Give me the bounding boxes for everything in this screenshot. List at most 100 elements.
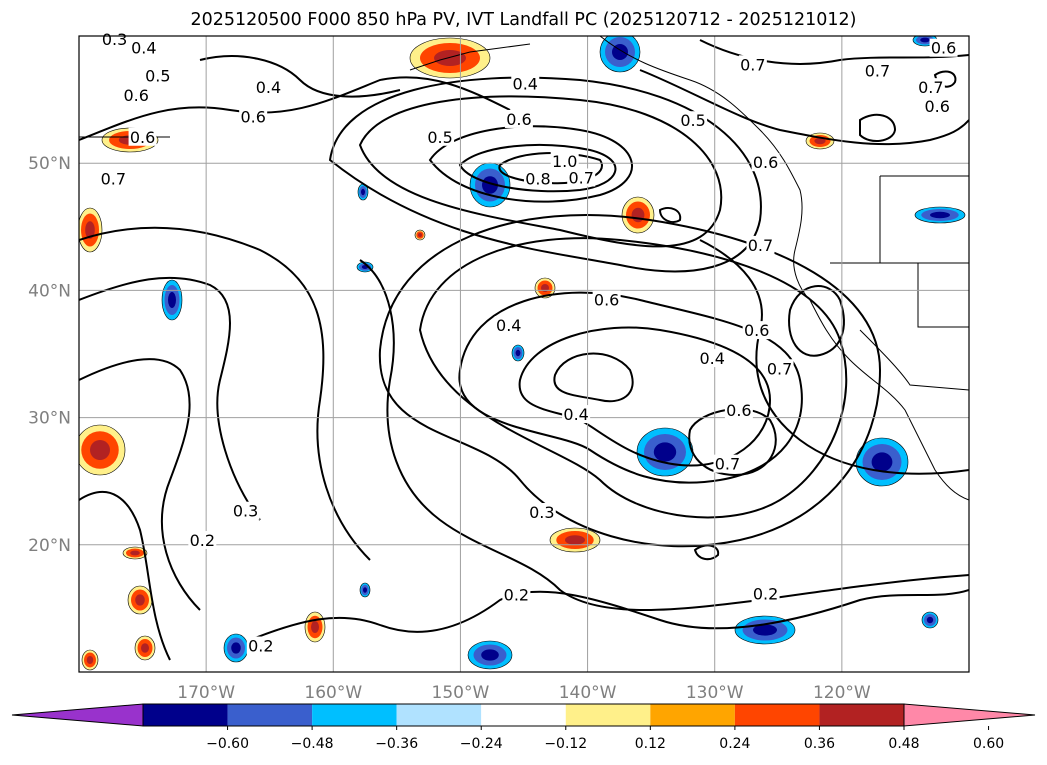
contour-label-bg bbox=[527, 503, 556, 521]
lon-tick-label: 150°W bbox=[432, 683, 490, 703]
contour-label-bg bbox=[863, 61, 892, 80]
contour-label-bg bbox=[567, 168, 596, 187]
colorbar-tick-label: 0.48 bbox=[888, 736, 919, 752]
contour-line bbox=[79, 226, 371, 561]
pv-shade-blob bbox=[482, 176, 498, 194]
contour-label: 0.6 bbox=[594, 291, 619, 310]
pv-shade-blob bbox=[814, 137, 826, 145]
contour-label-bg bbox=[254, 78, 283, 97]
contour-label-bg bbox=[239, 107, 268, 126]
contour-label: 0.8 bbox=[525, 170, 550, 189]
map-frame bbox=[78, 35, 970, 673]
contour-line bbox=[458, 291, 803, 484]
contour-label: 0.6 bbox=[931, 39, 956, 58]
colorbar-tick-label: 0.24 bbox=[719, 736, 750, 752]
contour-labels: 0.3 0.40.50.60.60.40.60.70.40.60.50.51.00… bbox=[99, 30, 958, 656]
contour-line bbox=[79, 358, 201, 611]
contour-line bbox=[639, 69, 969, 146]
pv-shade-blob bbox=[871, 452, 893, 472]
contour-label-bg bbox=[550, 151, 579, 170]
contour-label: 0.4 bbox=[256, 78, 281, 97]
contour-label-bg bbox=[231, 501, 260, 520]
colorbar-segment bbox=[819, 704, 904, 726]
contour-label: 0.6 bbox=[506, 110, 531, 129]
contour-label-bg bbox=[426, 127, 455, 146]
contour-label-bg bbox=[494, 316, 523, 335]
contour-line bbox=[199, 55, 401, 98]
lon-tick-label: 130°W bbox=[686, 683, 744, 703]
contour-label: 0.7 bbox=[101, 170, 126, 189]
pv-shade-blob bbox=[753, 624, 777, 636]
contour-label: 0.7 bbox=[865, 62, 890, 81]
contour-label-bg bbox=[502, 585, 531, 604]
contour-label: 0.6 bbox=[753, 153, 778, 172]
colorbar-tick-label: 0.36 bbox=[804, 736, 835, 752]
pv-shade-blob bbox=[631, 207, 645, 223]
pv-shade-blob bbox=[85, 221, 95, 239]
contour-line bbox=[699, 239, 969, 475]
contour-line bbox=[553, 352, 634, 403]
lon-tick-label: 140°W bbox=[559, 683, 617, 703]
axis-tick-labels: 170°W 160°W 150°W 140°W 130°W 120°W 50°N 40°N 30… bbox=[28, 154, 871, 703]
contour-label: 0.2 bbox=[504, 586, 529, 605]
contour-label: 0.6 bbox=[924, 97, 949, 116]
contour-label: 0.5 bbox=[145, 67, 170, 86]
lat-tick-label: 20°N bbox=[28, 536, 71, 556]
colorbar-tick-label: −0.24 bbox=[460, 736, 503, 752]
colorbar: −0.60 −0.48 −0.36 −0.24 −0.12 0.12 0.24 0.36 0.4… bbox=[11, 703, 1036, 752]
colorbar-tick-label: −0.12 bbox=[544, 736, 587, 752]
colorbar-segment bbox=[312, 704, 397, 726]
contour-label-bg bbox=[128, 127, 157, 146]
pv-shade-blob bbox=[231, 642, 241, 654]
contour-label-bg bbox=[523, 169, 552, 188]
contour-label: 0.6 bbox=[123, 86, 148, 105]
contour-label-bg bbox=[738, 55, 767, 74]
colorbar-extend-low bbox=[11, 703, 144, 727]
contour-label: 0.3 bbox=[233, 502, 258, 521]
coastlines bbox=[79, 36, 969, 501]
contour-label: 0.6 bbox=[240, 107, 265, 126]
contour-label: 0.7 bbox=[748, 236, 773, 255]
lon-tick-label: 120°W bbox=[813, 683, 871, 703]
contour-label: 0.7 bbox=[715, 455, 740, 474]
contour-line bbox=[693, 544, 720, 561]
colorbar-segment bbox=[650, 704, 735, 726]
contour-label: 0.4 bbox=[563, 405, 588, 424]
colorbar-tick-label: −0.48 bbox=[291, 736, 334, 752]
contour-label-bg bbox=[129, 38, 158, 57]
contour-label: 0.7 bbox=[740, 55, 765, 74]
colorbar-segment bbox=[143, 704, 228, 726]
contour-line bbox=[79, 276, 261, 521]
colorbar-tick-label: −0.36 bbox=[375, 736, 418, 752]
lat-tick-label: 30°N bbox=[28, 409, 71, 429]
colorbar-segment bbox=[396, 704, 482, 726]
contour-label-bg bbox=[751, 584, 780, 603]
colorbar-frame bbox=[142, 703, 905, 727]
colorbar-segment bbox=[734, 704, 820, 726]
contour-label-bg bbox=[511, 74, 540, 93]
contour-label: 1.0 bbox=[552, 152, 577, 171]
contour-label: 0.7 bbox=[767, 359, 792, 378]
contour-line bbox=[788, 285, 845, 357]
contour-label-bg bbox=[742, 321, 771, 340]
contour-label-bg bbox=[751, 153, 780, 172]
pv-shade-blob bbox=[130, 550, 140, 556]
pv-shade-blob bbox=[311, 621, 319, 633]
contour-line bbox=[378, 214, 882, 548]
pv-shade-blob bbox=[653, 442, 677, 462]
ivt-contours bbox=[79, 39, 969, 661]
contour-label-bg bbox=[765, 359, 794, 378]
contour-label-bg bbox=[188, 530, 217, 549]
contour-label: 0.2 bbox=[248, 637, 273, 656]
contour-label-bg bbox=[246, 636, 275, 655]
pv-shade-blob bbox=[86, 656, 94, 664]
lat-tick-label: 40°N bbox=[28, 281, 71, 301]
contour-line bbox=[79, 490, 171, 661]
contour-label-bg bbox=[562, 405, 591, 424]
pv-shade-blob bbox=[363, 587, 367, 593]
pv-shade-blob bbox=[434, 50, 466, 66]
contour-label-bg bbox=[122, 85, 151, 104]
contour-line bbox=[418, 237, 848, 519]
lat-tick-label: 50°N bbox=[28, 154, 71, 174]
